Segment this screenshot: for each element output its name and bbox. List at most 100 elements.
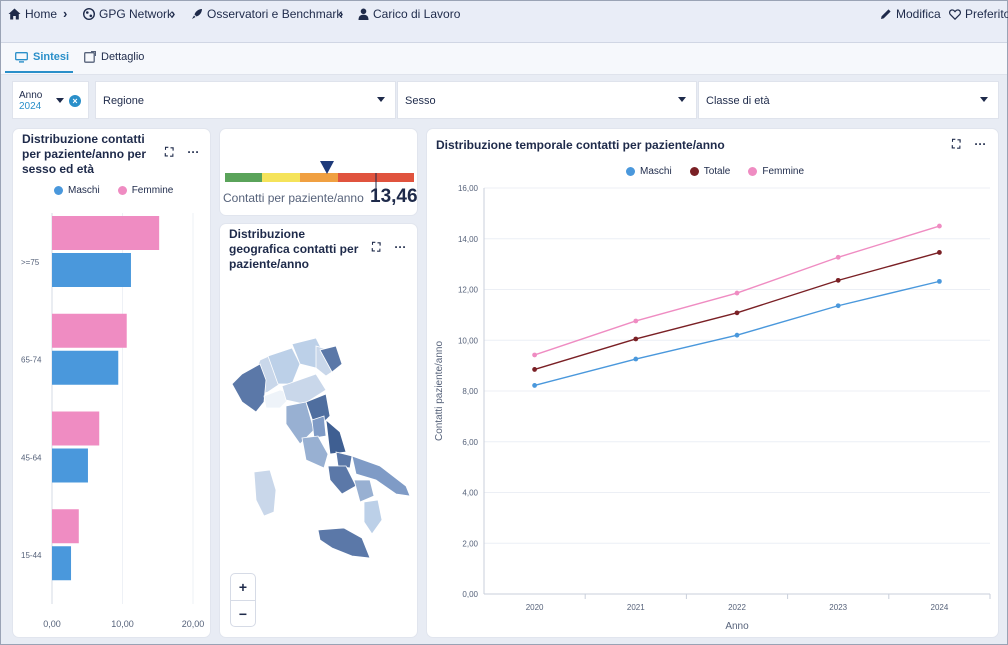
tab-label: Dettaglio	[101, 51, 145, 63]
region-piemonte[interactable]	[231, 363, 267, 413]
data-point	[835, 254, 841, 260]
y-tick-label: 10,00	[458, 336, 479, 345]
y-tick-label: 16,00	[458, 184, 479, 193]
kpi-value: 13,46	[370, 186, 418, 207]
legend-item-femmine[interactable]: Femmine	[117, 185, 173, 196]
gauge-segment-yellow	[262, 173, 300, 182]
region-molise[interactable]	[335, 451, 353, 469]
region-puglia[interactable]	[351, 455, 411, 497]
kpi-label: Contatti per paziente/anno	[223, 191, 364, 205]
clear-icon[interactable]: ×	[69, 95, 81, 107]
region-emilia[interactable]	[281, 373, 327, 405]
sex-filter[interactable]: Sesso	[397, 81, 697, 119]
tab-dettaglio[interactable]: Dettaglio	[84, 51, 144, 63]
edit-button[interactable]: Modifica	[880, 7, 941, 21]
data-point	[734, 310, 740, 316]
chevron-down-icon[interactable]	[980, 97, 988, 102]
data-point	[532, 367, 537, 372]
y-tick-label: 12,00	[458, 286, 479, 295]
detail-icon	[84, 51, 96, 63]
legend-item-totale[interactable]: Totale	[689, 166, 730, 177]
network-icon	[83, 8, 95, 20]
chevron-right-icon: ›	[63, 6, 68, 21]
y-tick-label: 65-74	[21, 356, 42, 365]
chevron-down-icon[interactable]	[678, 97, 686, 102]
kpi-gauge	[225, 161, 414, 192]
more-icon[interactable]: ···	[974, 137, 987, 151]
legend-swatch	[689, 167, 699, 176]
region-lazio[interactable]	[301, 435, 329, 469]
breadcrumb-gpg-network[interactable]: GPG Network	[83, 7, 173, 21]
tab-sintesi[interactable]: Sintesi	[15, 51, 69, 63]
legend-swatch	[54, 186, 63, 195]
breadcrumb-label: Osservatori e Benchmark	[207, 7, 343, 21]
legend-item-femmine[interactable]: Femmine	[748, 166, 804, 177]
region-sicilia[interactable]	[317, 527, 371, 559]
x-tick-label: 2023	[829, 603, 847, 612]
legend-item-maschi[interactable]: Maschi	[626, 166, 672, 177]
gauge-segment-orange	[300, 173, 338, 182]
region-basilicata[interactable]	[353, 479, 375, 503]
data-point	[937, 223, 942, 229]
chevron-down-icon[interactable]	[56, 98, 64, 103]
expand-icon[interactable]: ⛶	[165, 145, 174, 159]
y-tick-label: 15-44	[21, 551, 42, 560]
region-filter[interactable]: Regione	[95, 81, 396, 119]
region-filter-label: Regione	[103, 95, 144, 107]
year-filter[interactable]: Anno 2024 ×	[12, 81, 89, 119]
bar-chart-card: Distribuzione contatti per paziente/anno…	[12, 128, 211, 638]
gauge-pointer-icon	[320, 161, 334, 174]
breadcrumb-label: GPG Network	[99, 7, 174, 21]
x-tick-label: 2022	[728, 603, 746, 612]
data-point	[532, 383, 537, 388]
x-tick-label: 2020	[526, 603, 544, 612]
data-point	[532, 352, 537, 358]
zoom-out-button[interactable]: −	[231, 600, 255, 626]
bar-chart-plot: 0,00 10,00 20,00 >=75 65-74 45-64 15-44	[21, 213, 205, 629]
legend-swatch	[117, 186, 127, 195]
breadcrumb-label: Carico di Lavoro	[373, 7, 461, 21]
favorite-button[interactable]: Preferito	[949, 7, 1008, 21]
expand-icon[interactable]: ⛶	[952, 137, 961, 151]
gauge-segment-darkred	[376, 173, 414, 182]
region-friuli[interactable]	[319, 345, 343, 373]
edit-label: Modifica	[896, 7, 941, 21]
more-icon[interactable]: ···	[394, 240, 407, 254]
y-tick-label: 0,00	[462, 590, 478, 599]
more-icon[interactable]: ···	[187, 145, 200, 159]
zoom-in-button[interactable]: +	[238, 579, 248, 595]
chevron-right-icon: ›	[339, 6, 344, 21]
card-actions: ⛶ ···	[165, 145, 199, 160]
card-actions: ⛶ ···	[372, 240, 406, 255]
gauge-segment-green	[225, 173, 262, 182]
legend-item-maschi[interactable]: Maschi	[54, 185, 100, 196]
data-point	[633, 318, 639, 324]
user-icon	[358, 8, 369, 20]
region-calabria[interactable]	[363, 499, 383, 535]
region-abruzzo[interactable]	[325, 419, 347, 455]
legend-label: Maschi	[68, 185, 100, 196]
legend-label: Femmine	[762, 166, 805, 177]
region-lombardia[interactable]	[267, 347, 301, 385]
age-class-filter[interactable]: Classe di età	[698, 81, 999, 119]
kpi-card: Contatti per paziente/anno 13,46	[219, 128, 418, 216]
data-point	[734, 332, 740, 338]
bar	[52, 313, 127, 348]
region-umbria[interactable]	[311, 415, 327, 439]
breadcrumb-home[interactable]: Home	[8, 7, 57, 21]
map-card: Distribuzione geografica contatti per pa…	[219, 223, 418, 638]
y-tick-label: 6,00	[462, 438, 478, 447]
region-campania[interactable]	[327, 465, 357, 495]
top-navigation-bar: Home › GPG Network › Osservatori e Bench…	[1, 1, 1008, 43]
italy-map[interactable]	[220, 224, 419, 639]
bar	[52, 448, 88, 483]
active-tab-indicator	[5, 71, 73, 73]
breadcrumb-osservatori[interactable]: Osservatori e Benchmark	[191, 7, 342, 21]
expand-icon[interactable]: ⛶	[372, 240, 381, 254]
region-sardegna[interactable]	[253, 469, 277, 517]
data-point	[937, 278, 942, 284]
line-chart-card: Distribuzione temporale contatti per paz…	[426, 128, 999, 638]
breadcrumb-carico-lavoro[interactable]: Carico di Lavoro	[358, 7, 460, 21]
x-tick-label: 20,00	[182, 619, 205, 629]
chevron-down-icon[interactable]	[377, 97, 385, 102]
